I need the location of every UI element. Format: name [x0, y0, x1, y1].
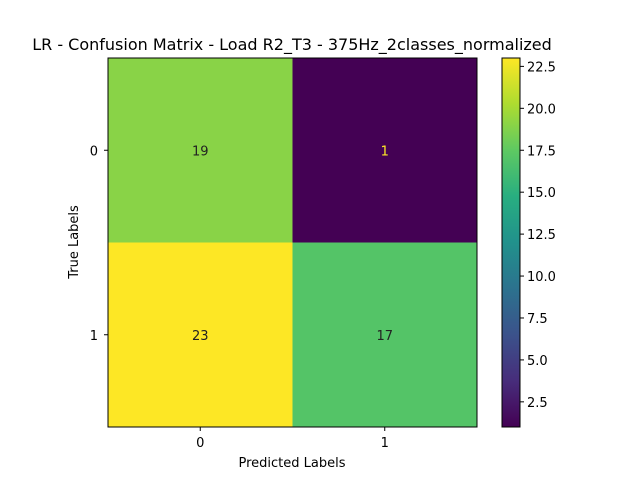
colorbar-tick-label: 20.0 [527, 102, 556, 117]
y-axis-ticks: 01 [90, 144, 108, 344]
matrix-cell-value: 17 [376, 329, 393, 344]
colorbar-tick-label: 2.5 [527, 396, 548, 411]
chart-title: LR - Confusion Matrix - Load R2_T3 - 375… [32, 35, 552, 55]
matrix-cell-value: 23 [192, 329, 209, 344]
matrix-cell [292, 58, 477, 243]
x-tick-label: 1 [381, 436, 389, 451]
y-tick-label: 0 [90, 144, 98, 159]
colorbar-tick-label: 17.5 [527, 144, 556, 159]
colorbar-tick-label: 12.5 [527, 228, 556, 243]
colorbar [501, 57, 521, 428]
matrix-cell [108, 242, 293, 427]
colorbar-tick-label: 7.5 [527, 312, 548, 327]
colorbar-tick-label: 10.0 [527, 270, 556, 285]
y-axis-label: True Labels [67, 205, 82, 280]
matrix-cell-value: 19 [192, 144, 209, 159]
matrix-cells [108, 58, 477, 427]
x-axis-label: Predicted Labels [238, 456, 345, 471]
colorbar-ticks: 2.5 5.0 7.5 10.0 12.5 15.0 17.5 20.0 22.5 [520, 60, 556, 411]
x-tick-label: 0 [196, 436, 204, 451]
colorbar-tick-label: 15.0 [527, 186, 556, 201]
matrix-cell [292, 242, 477, 427]
colorbar-tick-label: 5.0 [527, 354, 548, 369]
matrix-cell-value: 1 [381, 144, 389, 159]
matrix-cell-labels: 19 1 23 17 [192, 144, 393, 344]
y-tick-label: 1 [90, 329, 98, 344]
matrix-frame [107, 57, 478, 428]
matrix-cell [108, 58, 293, 243]
colorbar-tick-label: 22.5 [527, 60, 556, 75]
